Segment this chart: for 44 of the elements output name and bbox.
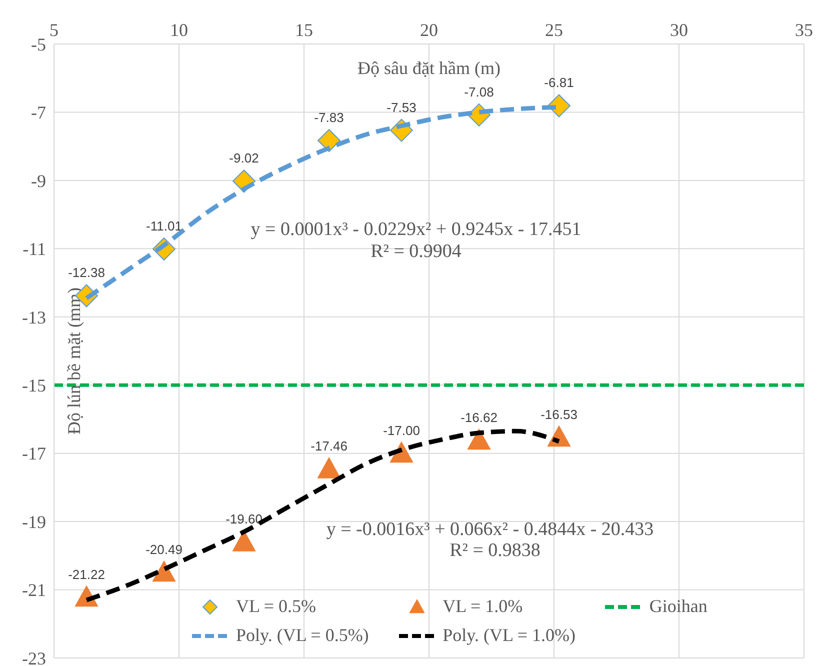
data-label: -11.01	[146, 218, 182, 234]
data-label: -9.02	[229, 150, 259, 166]
data-label: -12.38	[68, 265, 105, 280]
x-tick-label: 25	[545, 20, 563, 40]
y-tick-label: -23	[22, 648, 46, 666]
annotation: y = 0.0001x³ - 0.0229x² + 0.9245x - 17.451	[250, 219, 582, 241]
data-label: -19.60	[226, 512, 262, 527]
y-tick-label: -21	[22, 580, 46, 600]
data-label: -16.62	[460, 410, 498, 425]
point	[318, 458, 340, 478]
annotation: y = -0.0016x³ + 0.066x² - 0.4844x - 20.433	[326, 519, 654, 541]
annotation: R² = 0.9838	[450, 540, 540, 562]
x-tick-label: 20	[420, 20, 438, 40]
y-tick-label: -15	[22, 376, 46, 396]
data-label: -17.46	[310, 438, 348, 454]
x-tick-label: 30	[670, 20, 688, 40]
x-tick-label: 35	[795, 20, 813, 40]
y-tick-label: -9	[31, 170, 46, 191]
legend-label: VL = 1.0%	[442, 596, 523, 617]
y-tick-label: -11	[22, 239, 46, 260]
y-tick-label: -5	[31, 34, 46, 54]
data-label: -7.53	[386, 100, 416, 115]
legend-label: Poly. (VL = 0.5%)	[236, 625, 369, 646]
data-label: -6.81	[544, 75, 574, 90]
legend-label: VL = 0.5%	[236, 596, 316, 617]
data-label: -17.00	[383, 422, 420, 438]
point	[152, 560, 176, 582]
x-axis-title: Độ sâu đặt hầm (m)	[358, 58, 500, 78]
y-tick-label: -7	[31, 102, 46, 123]
data-label: -20.49	[146, 542, 182, 557]
y-tick-label: -13	[22, 307, 46, 328]
legend-label: Gioihan	[649, 596, 708, 617]
y-tick-label: -17	[22, 444, 46, 464]
y-tick-label: -19	[22, 512, 46, 532]
x-tick-label: 10	[170, 20, 188, 40]
data-label: -16.53	[540, 406, 578, 422]
data-label: -7.83	[314, 110, 344, 126]
legend-label: Poly. (VL = 1.0%)	[442, 625, 576, 646]
data-label: -7.08	[464, 84, 494, 100]
point	[318, 129, 340, 152]
annotation: R² = 0.9904	[370, 241, 462, 263]
x-tick-label: 15	[295, 20, 313, 40]
x-tick-label: 5	[50, 20, 58, 40]
data-label: -21.22	[68, 566, 105, 582]
